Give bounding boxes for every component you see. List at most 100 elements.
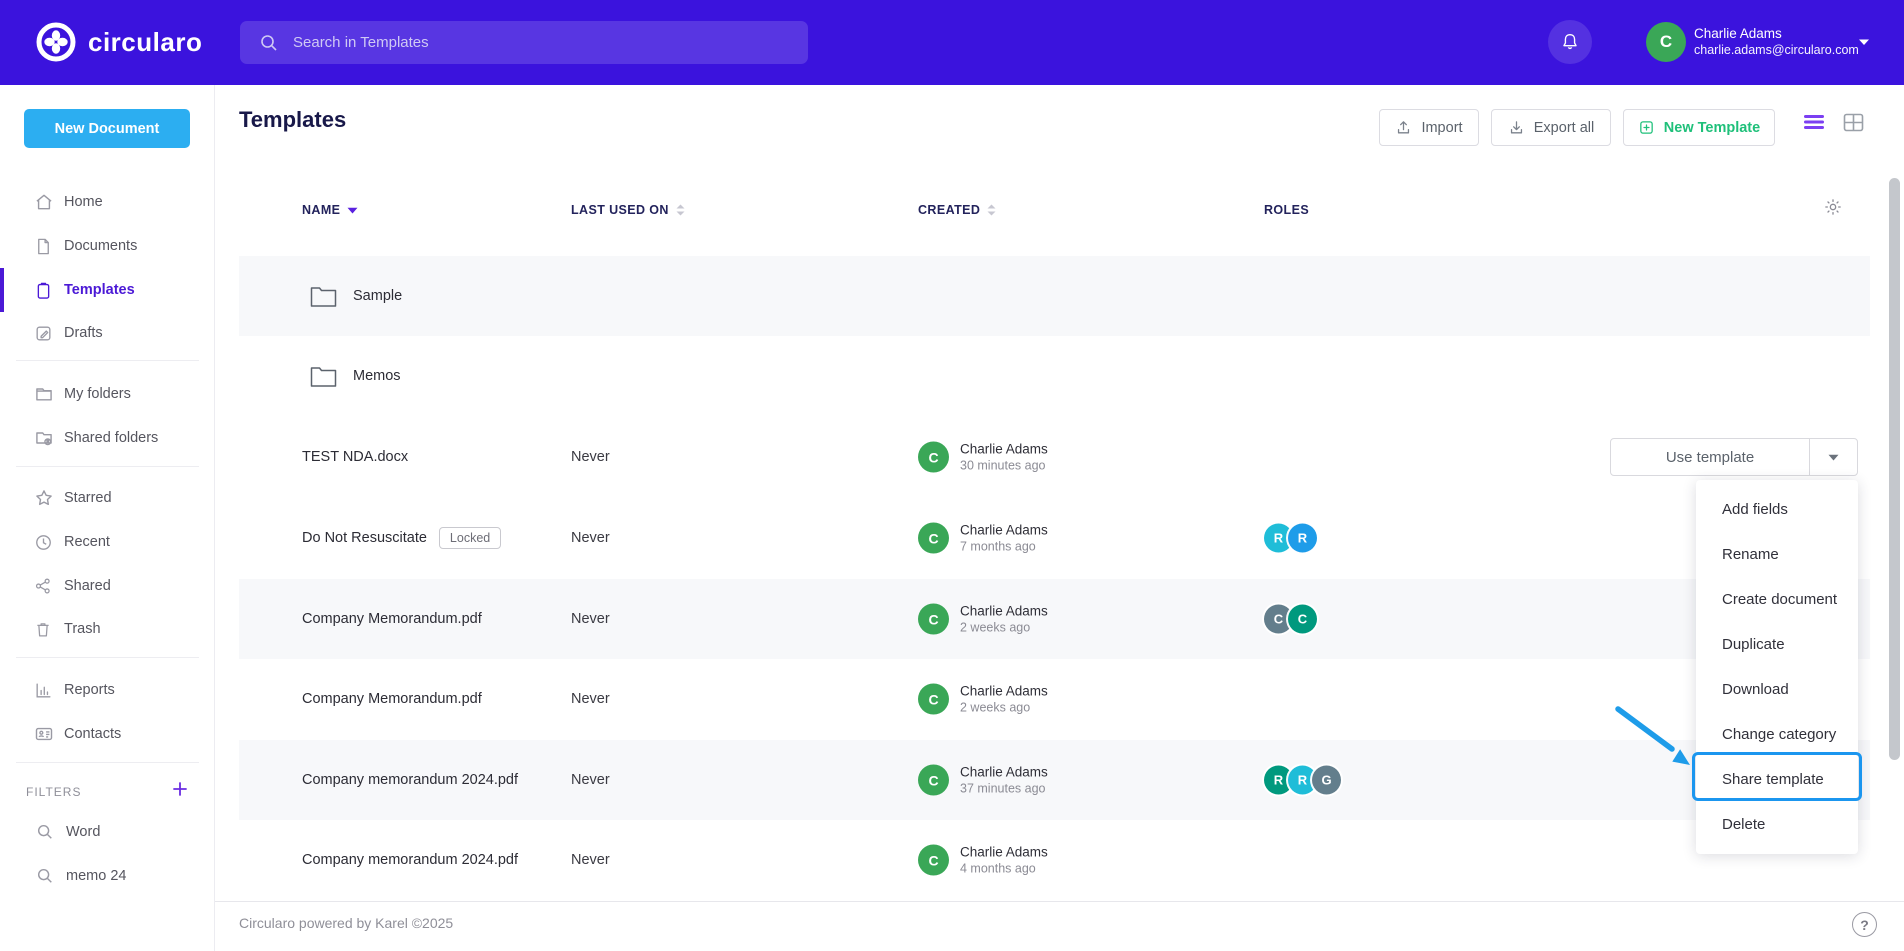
role-badge: G (1312, 765, 1341, 795)
table-row-test-nda[interactable]: TEST NDA.docx Never C Charlie Adams 30 m… (239, 417, 1870, 497)
gear-icon (1825, 199, 1841, 215)
sidebar-item-label: Shared (64, 578, 111, 594)
sidebar-item-reports[interactable]: Reports (0, 668, 215, 712)
notifications-button[interactable] (1548, 20, 1592, 64)
avatar: C (918, 441, 949, 473)
row-created: C Charlie Adams 7 months ago (918, 522, 1048, 555)
page-title: Templates (239, 107, 347, 132)
column-label: LAST USED ON (571, 203, 669, 217)
user-avatar[interactable]: C (1646, 22, 1686, 62)
use-template-caret-button[interactable] (1809, 439, 1857, 475)
row-name: Company Memorandum.pdf (302, 691, 482, 707)
menu-item-add-fields[interactable]: Add fields (1722, 501, 1788, 518)
column-header-roles: ROLES (1264, 203, 1309, 217)
row-created: C Charlie Adams 2 weeks ago (918, 603, 1048, 636)
row-last-used: Never (571, 530, 610, 546)
sidebar-item-templates[interactable]: Templates (0, 268, 215, 312)
menu-item-create-document[interactable]: Create document (1722, 591, 1838, 608)
import-button[interactable]: Import (1379, 109, 1479, 146)
active-nav-indicator (0, 268, 4, 312)
search-filter-icon (36, 866, 56, 886)
download-icon (1510, 121, 1522, 134)
export-all-button[interactable]: Export all (1491, 109, 1611, 146)
table-row-do-not-resuscitate[interactable]: Do Not Resuscitate Locked Never C Charli… (239, 498, 1870, 578)
caret-down-icon (1828, 454, 1839, 460)
table-row-folder-sample[interactable]: Sample (239, 256, 1870, 336)
sidebar-filter-word[interactable]: Word (0, 810, 215, 854)
user-info[interactable]: Charlie Adams charlie.adams@circularo.co… (1694, 25, 1859, 59)
sidebar-item-label: Documents (64, 238, 138, 254)
draft-icon (34, 323, 54, 343)
row-name: Company Memorandum.pdf (302, 611, 482, 627)
column-header-created[interactable]: CREATED (918, 203, 996, 217)
sidebar-item-drafts[interactable]: Drafts (0, 311, 215, 355)
sidebar: New Document Home Documents Templates Dr… (0, 85, 215, 951)
sidebar-item-starred[interactable]: Starred (0, 476, 215, 520)
table-row-company-memorandum-2024-1[interactable]: Company memorandum 2024.pdf Never C Char… (239, 740, 1870, 820)
column-header-last-used[interactable]: LAST USED ON (571, 203, 685, 217)
template-context-menu: Add fields Rename Create document Duplic… (1696, 480, 1858, 854)
created-at: 37 minutes ago (960, 781, 1046, 796)
sidebar-item-contacts[interactable]: Contacts (0, 712, 215, 756)
sidebar-item-recent[interactable]: Recent (0, 520, 215, 564)
add-filter-button[interactable] (172, 781, 188, 797)
shared-folder-icon (34, 428, 54, 448)
table-row-folder-memos[interactable]: Memos (239, 336, 1870, 416)
sidebar-item-my-folders[interactable]: My folders (0, 372, 215, 416)
menu-item-change-category[interactable]: Change category (1722, 726, 1837, 743)
import-label: Import (1421, 119, 1463, 136)
home-icon (34, 192, 54, 212)
menu-item-delete[interactable]: Delete (1722, 816, 1766, 833)
vertical-scrollbar[interactable] (1889, 178, 1900, 760)
sidebar-divider (16, 466, 199, 467)
user-email: charlie.adams@circularo.com (1694, 43, 1859, 57)
list-view-button[interactable] (1803, 113, 1825, 131)
sidebar-item-trash[interactable]: Trash (0, 607, 215, 651)
sidebar-item-shared[interactable]: Shared (0, 564, 215, 608)
sidebar-item-shared-folders[interactable]: Shared folders (0, 416, 215, 460)
row-name: Do Not Resuscitate (302, 530, 427, 546)
footer-text: Circularo powered by Karel ©2025 (239, 915, 454, 931)
menu-item-download[interactable]: Download (1722, 681, 1789, 698)
sidebar-filter-memo-24[interactable]: memo 24 (0, 854, 215, 898)
created-by: Charlie Adams (960, 764, 1048, 780)
table-row-company-memorandum-1[interactable]: Company Memorandum.pdf Never C Charlie A… (239, 579, 1870, 659)
sort-desc-icon (347, 207, 358, 213)
sidebar-item-documents[interactable]: Documents (0, 224, 215, 268)
table-row-company-memorandum-2024-2[interactable]: Company memorandum 2024.pdf Never C Char… (239, 820, 1870, 900)
table-settings-button[interactable] (1823, 197, 1843, 217)
document-icon (34, 236, 54, 256)
user-name: Charlie Adams (1694, 26, 1782, 41)
search-input[interactable] (293, 34, 808, 51)
menu-item-share-template[interactable]: Share template (1722, 771, 1824, 788)
created-by: Charlie Adams (960, 683, 1048, 699)
global-search[interactable] (240, 21, 808, 64)
brand-logo[interactable]: circularo (36, 22, 202, 62)
sidebar-item-label: My folders (64, 386, 131, 402)
help-button[interactable]: ? (1852, 912, 1877, 937)
row-created: C Charlie Adams 4 months ago (918, 844, 1048, 877)
new-document-button[interactable]: New Document (24, 109, 190, 148)
export-all-label: Export all (1533, 119, 1595, 136)
use-template-button[interactable]: Use template (1665, 448, 1755, 466)
created-at: 2 weeks ago (960, 620, 1031, 635)
menu-item-rename[interactable]: Rename (1722, 546, 1779, 563)
sidebar-item-label: Shared folders (64, 430, 159, 446)
grid-view-button[interactable] (1843, 113, 1864, 132)
circularo-flower-icon (36, 22, 76, 62)
table-row-company-memorandum-2[interactable]: Company Memorandum.pdf Never C Charlie A… (239, 659, 1870, 739)
column-header-name[interactable]: NAME (302, 203, 358, 217)
row-name: Sample (353, 288, 403, 304)
menu-item-duplicate[interactable]: Duplicate (1722, 636, 1785, 653)
top-bar: circularo C Charlie Adams charlie.adams@… (0, 0, 1904, 85)
grid-view-icon (1843, 113, 1864, 132)
folder-icon (310, 365, 337, 388)
sidebar-item-home[interactable]: Home (0, 180, 215, 224)
created-by: Charlie Adams (960, 441, 1048, 457)
use-template-split-button[interactable]: Use template (1610, 438, 1858, 476)
sidebar-divider (16, 762, 199, 763)
user-menu-caret-icon[interactable] (1858, 38, 1870, 46)
new-template-button[interactable]: New Template (1623, 109, 1775, 146)
